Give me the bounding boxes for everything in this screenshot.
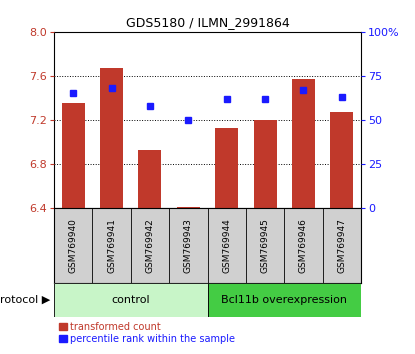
Text: GSM769945: GSM769945 xyxy=(261,218,270,273)
Text: Bcl11b overexpression: Bcl11b overexpression xyxy=(221,295,347,305)
Legend: transformed count, percentile rank within the sample: transformed count, percentile rank withi… xyxy=(59,322,235,344)
Title: GDS5180 / ILMN_2991864: GDS5180 / ILMN_2991864 xyxy=(126,16,289,29)
Text: protocol ▶: protocol ▶ xyxy=(0,295,50,305)
Bar xyxy=(139,150,161,208)
Text: GSM769944: GSM769944 xyxy=(222,218,231,273)
Bar xyxy=(254,120,276,208)
Text: GSM769942: GSM769942 xyxy=(145,218,154,273)
Text: GSM769940: GSM769940 xyxy=(68,218,78,273)
Text: control: control xyxy=(111,295,150,305)
Text: GSM769941: GSM769941 xyxy=(107,218,116,273)
Bar xyxy=(215,127,238,208)
Bar xyxy=(330,112,354,208)
Bar xyxy=(54,284,208,317)
Text: GSM769946: GSM769946 xyxy=(299,218,308,273)
Bar xyxy=(177,207,200,208)
Bar xyxy=(292,79,315,208)
Text: GSM769947: GSM769947 xyxy=(337,218,347,273)
Bar xyxy=(62,103,85,208)
Bar xyxy=(100,68,123,208)
Bar xyxy=(208,284,361,317)
Text: GSM769943: GSM769943 xyxy=(184,218,193,273)
